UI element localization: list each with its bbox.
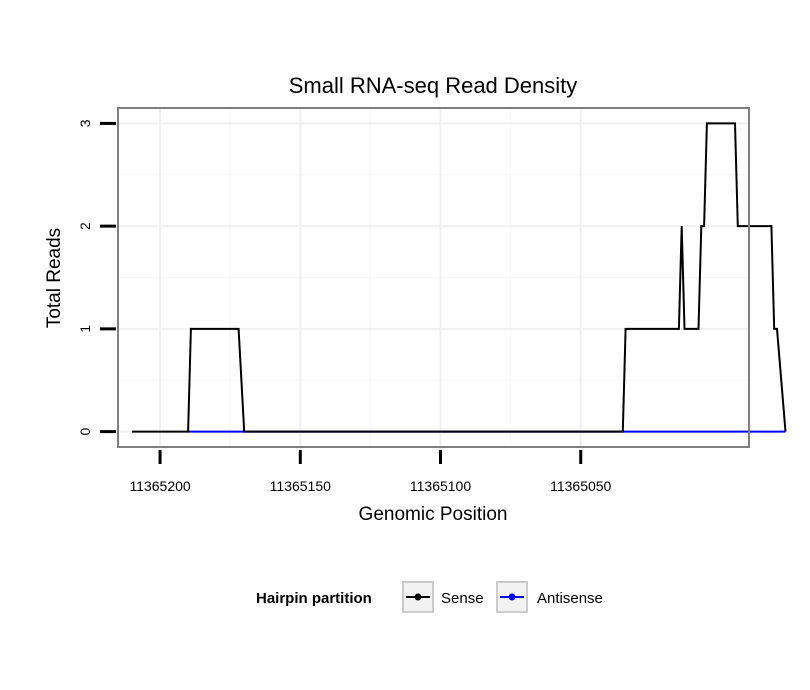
y-tick-label: 2 (77, 222, 93, 230)
legend: Hairpin partition Sense Antisense (256, 581, 603, 613)
legend-label-sense: Sense (441, 590, 484, 607)
x-axis: 11365200 11365150 11365100 11365050 (129, 450, 612, 494)
y-tick-label: 1 (77, 325, 93, 333)
legend-title: Hairpin partition (256, 590, 372, 607)
y-axis: 0 1 2 3 (77, 119, 116, 435)
series-line-sense (132, 122, 787, 433)
y-tick-label: 3 (77, 119, 93, 127)
x-tick-label: 11365200 (129, 478, 190, 494)
chart-title: Small RNA-seq Read Density (289, 73, 578, 98)
legend-label-antisense: Antisense (537, 590, 603, 607)
legend-point-sense (414, 593, 422, 601)
x-tick-label: 11365050 (550, 478, 611, 494)
plot-border (117, 107, 750, 448)
legend-point-antisense (508, 593, 516, 601)
series-lines (132, 122, 787, 433)
y-tick-label: 0 (77, 427, 93, 435)
x-tick-label: 11365150 (270, 478, 331, 494)
x-tick-label: 11365100 (410, 478, 471, 494)
x-axis-title: Genomic Position (359, 504, 508, 525)
y-axis-title: Total Reads (44, 228, 65, 328)
